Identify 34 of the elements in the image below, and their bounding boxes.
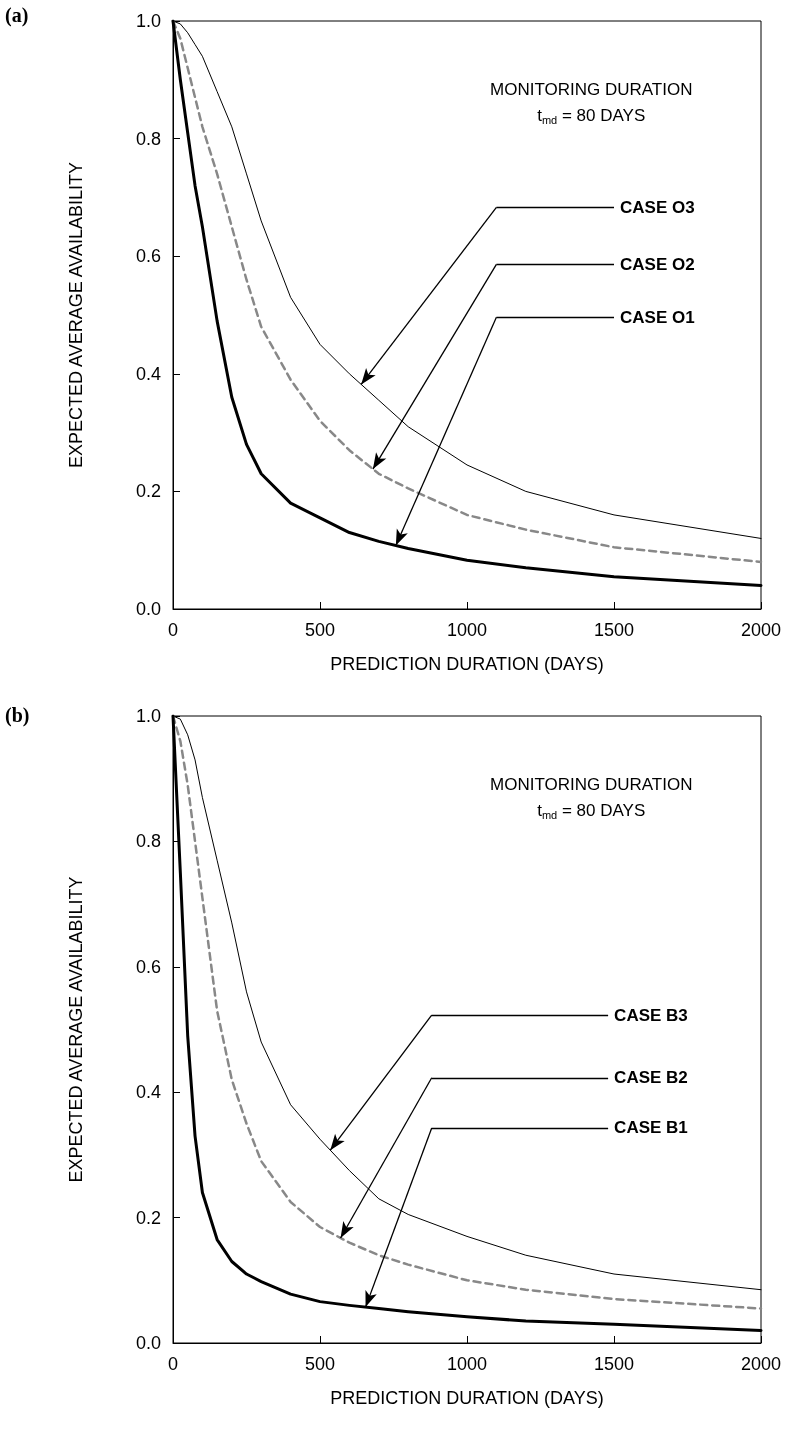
annotation: CASE O1	[620, 307, 695, 327]
y-tick-label: 0.8	[135, 128, 161, 149]
y-tick-label: 0.6	[135, 246, 161, 267]
annotation: CASE B2	[614, 1068, 688, 1088]
x-tick-label: 500	[304, 1354, 336, 1374]
y-tick-label: 0.0	[135, 599, 161, 619]
y-axis-title: EXPECTED AVERAGE AVAILABILITY	[66, 876, 86, 1183]
chart-title: (b)	[5, 704, 30, 727]
x-axis-title: PREDICTION DURATION (DAYS)	[330, 654, 604, 674]
y-tick-label: 0.0	[135, 1333, 161, 1353]
y-tick-label: 0.4	[135, 1082, 161, 1103]
y-axis-title: EXPECTED AVERAGE AVAILABILITY	[66, 161, 86, 469]
x-tick-label: 1000	[446, 620, 488, 640]
y-tick-label: 0.2	[135, 481, 161, 502]
annotation: CASE B3	[614, 1005, 688, 1025]
x-tick-label: 1000	[446, 1354, 488, 1374]
x-axis-title: PREDICTION DURATION (DAYS)	[330, 1388, 604, 1408]
chart-title: (a)	[5, 4, 29, 27]
annotation: CASE O2	[620, 254, 695, 274]
x-tick-label: 1500	[593, 1354, 635, 1374]
x-tick-label: 2000	[740, 620, 782, 640]
annotation: CASE B1	[614, 1118, 688, 1138]
x-tick-label: 500	[304, 620, 336, 640]
y-tick-label: 0.4	[135, 363, 161, 384]
y-tick-label: 1.0	[135, 11, 161, 31]
x-tick-label: 1500	[593, 620, 635, 640]
x-tick-label: 0	[167, 620, 179, 640]
y-tick-label: 0.2	[135, 1207, 161, 1228]
x-tick-label: 2000	[740, 1354, 782, 1374]
y-tick-label: 0.6	[135, 956, 161, 977]
y-tick-label: 1.0	[135, 706, 161, 726]
x-tick-label: 0	[167, 1354, 179, 1374]
y-tick-label: 0.8	[135, 831, 161, 852]
annotation: CASE O3	[620, 197, 695, 217]
